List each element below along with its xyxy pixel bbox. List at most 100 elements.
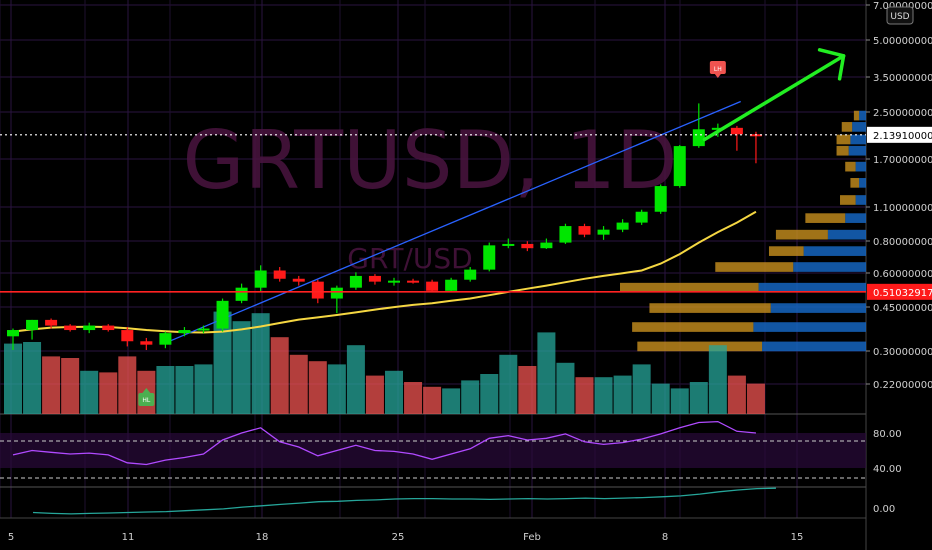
volume-bar [23,342,42,414]
profile-bar-gold [836,145,849,156]
volume-bar [308,361,327,414]
hl-marker-label: HL [142,397,151,404]
candle-body [464,269,477,280]
profile-bar-blue [793,262,866,272]
price-axis-label: 5.00000000 [873,36,932,47]
volume-bar [232,321,251,414]
profile-bar-blue [803,246,866,256]
candle-body [197,328,210,331]
price-axis-label: 0.60000000 [873,269,932,280]
current-price-label: 2.13910000 [873,131,932,142]
currency-badge [886,6,914,25]
candles [7,103,762,351]
trend-arrow [702,48,846,142]
profile-bar-gold [715,262,794,272]
profile-bar-blue [855,195,866,205]
profile-bar-blue [770,303,866,313]
volume-bar [632,364,651,414]
profile-bar-gold [853,110,860,121]
candle-body [235,287,248,301]
profile-bar-blue [859,178,866,188]
profile-bar-blue [855,161,866,172]
volume-bar [175,366,194,414]
lh-marker [709,61,726,75]
volume-bar [365,375,384,414]
candle-body [502,243,515,246]
profile-bar-gold [775,229,828,240]
profile-bar-gold [805,213,846,223]
candle-body [616,222,629,230]
candle-body [559,226,572,243]
hl-marker [138,393,155,406]
price-axis-label: 1.70000000 [873,155,932,166]
profile-bar-blue [852,122,866,132]
price-axis-label: 1.10000000 [873,203,932,214]
volume-bar [746,383,765,414]
date-axis-label: 18 [256,532,269,543]
candle-body [216,300,229,329]
date-axis-label: 25 [392,532,405,543]
price-axis-label: 3.50000000 [873,73,932,84]
support-price-box [867,283,932,300]
support-price-label: 0.51032917 [873,288,932,299]
trend-line-segment [165,100,741,344]
volume-bar [213,311,232,414]
volume-bar [61,358,80,414]
arrow-shaft [702,54,846,142]
volume-bar [80,370,99,414]
volume-bars [4,311,765,414]
rsi-axis-label: 40.00 [873,464,902,475]
volume-bar [289,354,308,414]
profile-bar-gold [649,303,771,313]
current-price-box [867,126,932,143]
volume-bar [99,372,118,414]
candle-body [654,186,667,212]
volume-bar [42,356,61,414]
candle-body [64,325,77,331]
volume-bar [4,343,22,414]
candle-body [673,146,686,187]
candle-body [730,127,743,135]
candle-body [483,245,496,270]
candle-body [140,341,153,345]
volume-bar [423,386,442,414]
volume-bar [670,388,689,414]
candle-body [7,330,19,337]
volume-bar [727,375,746,414]
volume-bar [270,337,289,414]
candle-body [26,319,39,331]
volume-bar [327,364,346,414]
volume-bar [499,354,518,414]
volume-bar [118,356,137,414]
volume-bar [689,382,708,414]
volume-bar [613,375,632,414]
candle-body [597,229,610,235]
date-axis-label: 15 [791,532,804,543]
rsi-line [12,420,757,466]
volume-bar [518,366,537,414]
candle-body [45,319,58,326]
ma-line [12,210,757,334]
price-axis-label: 0.30000000 [873,347,932,358]
volume-profile [620,110,866,352]
volume-bar [251,313,270,414]
candle-body [711,127,724,130]
signal-markers: LH HL [138,61,726,406]
rsi-axis-label: 80.00 [873,429,902,440]
trend-line [165,100,741,344]
profile-bar-blue [859,110,866,121]
candle-body [407,280,420,283]
profile-bar-blue [850,134,866,145]
lh-marker-label: LH [714,66,722,73]
volume-bar [537,332,556,414]
candle-body [83,325,96,331]
candle-body [578,226,591,235]
osc-axis-label: 0.00 [873,504,895,515]
volume-bar [480,374,499,414]
currency-badge-label: USD [890,12,909,22]
date-axis-label: Feb [523,532,541,543]
candle-body [426,281,439,291]
profile-bar-gold [768,246,804,256]
profile-bar-blue [827,229,866,240]
